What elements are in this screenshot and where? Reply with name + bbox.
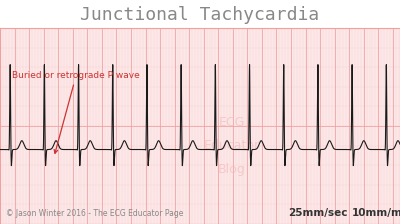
Text: Educator: Educator <box>204 139 260 152</box>
Text: Junctional Tachycardia: Junctional Tachycardia <box>80 6 320 24</box>
Text: 25mm/sec: 25mm/sec <box>288 208 348 218</box>
Text: 10mm/mV: 10mm/mV <box>352 208 400 218</box>
Text: © Jason Winter 2016 - The ECG Educator Page: © Jason Winter 2016 - The ECG Educator P… <box>6 209 183 218</box>
Text: ECG: ECG <box>219 116 245 129</box>
Text: Buried or retrograde P wave: Buried or retrograde P wave <box>12 71 140 153</box>
Text: Blog: Blog <box>218 163 246 176</box>
